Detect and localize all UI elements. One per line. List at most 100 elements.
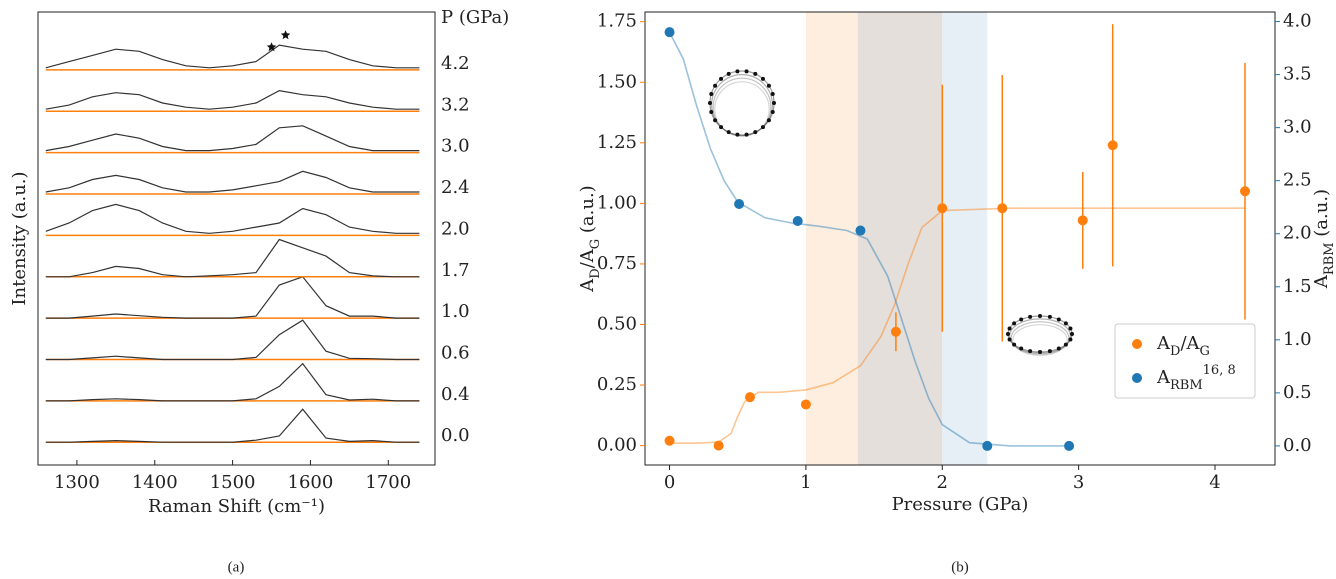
flat-tube-atom [1012, 342, 1017, 347]
pressure-label: 3.0 [441, 136, 470, 157]
x-tick-label: 1300 [54, 472, 100, 493]
insets [708, 69, 1074, 356]
label-part: A [1156, 367, 1171, 388]
round-tube-atom [744, 69, 749, 74]
pressure-label: 0.4 [441, 384, 470, 405]
y-tick-label: 0.25 [597, 374, 637, 395]
shaded-region [805, 12, 858, 465]
data-point [997, 203, 1008, 214]
round-tube-atom [708, 101, 712, 105]
pressure-label: 1.7 [441, 260, 470, 281]
caption: (b) [951, 559, 969, 575]
y2-tick-label: 4.0 [1283, 11, 1312, 32]
data-point [745, 392, 755, 403]
star-marker [280, 30, 291, 40]
spectrum [45, 362, 420, 402]
flat-tube-atom [1028, 349, 1033, 354]
label-part: A [577, 278, 598, 293]
pressure-label: 3.2 [441, 94, 470, 115]
spectrum [45, 89, 420, 110]
plot-frame [37, 11, 436, 466]
data-point [855, 225, 866, 236]
spectrum [45, 276, 420, 319]
data-point [792, 215, 803, 226]
y2-tick-label: 3.5 [1283, 64, 1312, 85]
flat-tube [1012, 324, 1068, 356]
flat-tube [1008, 318, 1071, 354]
round-tube-atom [735, 69, 740, 74]
pressure-label: 2.4 [441, 177, 470, 198]
flat-tube-atom [1056, 317, 1061, 322]
pressure-label: 0.6 [441, 343, 470, 364]
data-point [713, 440, 724, 451]
data-point [664, 27, 675, 38]
y-axis-label: Intensity (a.u.) [9, 171, 30, 305]
flat-tube-atom [1068, 326, 1073, 331]
label-part: RBM [1322, 242, 1336, 275]
round-tube-atom [760, 76, 765, 81]
round-tube-atom [735, 132, 740, 137]
legend-marker [1132, 339, 1142, 349]
flat-tube-atom [1068, 337, 1073, 342]
flat-tube-atom [1038, 350, 1042, 354]
label-part: /A [1180, 333, 1200, 354]
label-part: (a.u.) [577, 185, 598, 239]
data-point [664, 435, 675, 446]
spectrum [45, 125, 420, 152]
x-tick-label: 3 [1073, 472, 1084, 493]
label-part: (a.u.) [1311, 189, 1332, 243]
y2-tick-label: 2.0 [1283, 223, 1312, 244]
data-point [1064, 440, 1075, 451]
y-tick-label: 1.25 [597, 132, 637, 153]
pressure-label: 1.0 [441, 301, 470, 322]
caption: (a) [228, 559, 245, 575]
data-point [734, 199, 745, 210]
round-tube-atom [770, 91, 775, 96]
flat-tube-atom [1019, 346, 1024, 351]
round-tube-atom [719, 125, 724, 130]
label-part: G [1200, 344, 1210, 359]
y2-tick-label: 0.5 [1283, 382, 1312, 403]
x-tick-label: 1600 [288, 472, 334, 493]
label-part: A [1311, 274, 1332, 289]
data-point [890, 326, 901, 337]
spectrum [45, 408, 420, 443]
legend-label: AD/AG [1156, 333, 1210, 359]
y-tick-label: 0.50 [597, 313, 637, 334]
x-tick-label: 1 [800, 472, 811, 493]
label-part: D [588, 268, 603, 278]
x-tick-label: 1500 [210, 472, 256, 493]
flat-tube-atom [1047, 349, 1052, 354]
spectrum [45, 203, 420, 234]
y-tick-label: 1.00 [597, 192, 637, 213]
flat-tube-atom [1012, 321, 1017, 326]
round-tube-atom [766, 83, 771, 88]
y-axis-label: AD/AG (a.u.) [577, 185, 603, 292]
round-tube-atom [726, 130, 731, 135]
x-tick-label: 1700 [365, 472, 411, 493]
round-tube-atom [726, 71, 731, 76]
round-tube-atom [713, 83, 718, 88]
flat-tube-atom [1063, 321, 1068, 326]
round-tube-atom [713, 118, 718, 123]
label-part: A [1156, 333, 1171, 354]
label-part: 16, 8 [1203, 363, 1236, 378]
flat-tube-atom [1063, 342, 1068, 347]
flat-tube-atom [1007, 326, 1012, 331]
legend-marker [1132, 373, 1142, 383]
data-point [1077, 215, 1088, 226]
shaded-region [857, 12, 943, 465]
y2-tick-label: 0.0 [1283, 435, 1312, 456]
data-point [982, 440, 993, 451]
round-tube-atom [770, 110, 775, 115]
round-tube-atom [709, 110, 714, 115]
star-marker [266, 42, 277, 52]
label-part: D [1170, 344, 1180, 359]
pressure-label: 4.2 [441, 53, 470, 74]
round-tube-atom [719, 76, 724, 81]
flat-tube-atom [1019, 317, 1024, 322]
shaded-region [942, 12, 988, 465]
plot-frame [644, 11, 1276, 466]
